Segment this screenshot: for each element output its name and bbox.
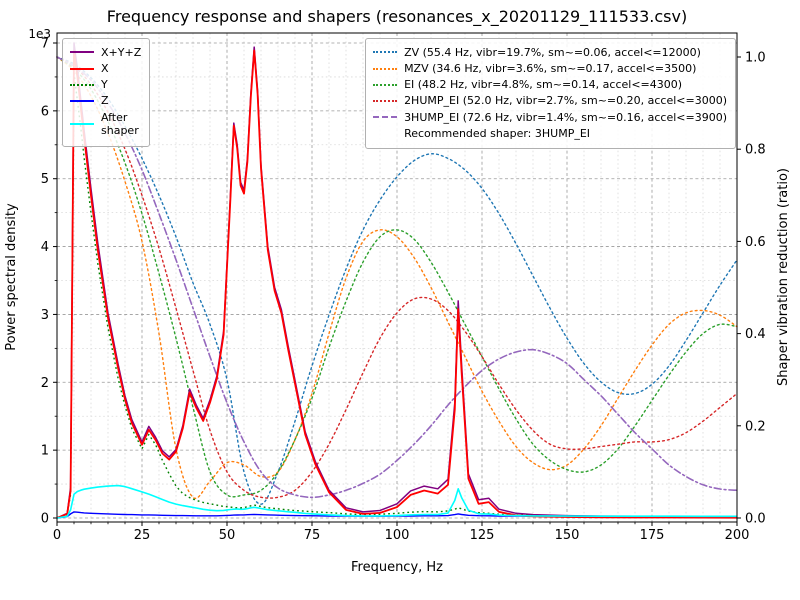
y-right-tick-label: 0.6 [745,235,766,250]
shaper-curve-ei [56,56,738,498]
legend-item-3hump_ei-sample [373,116,398,119]
x-tick-label: 175 [640,528,665,543]
psd-curve-y [56,72,738,519]
y-left-axis-label: Power spectral density [4,203,19,351]
legend-item-after_shaper-sample [70,123,94,126]
psd-curve-z [56,511,737,519]
legend-item-ei: EI (48.2 Hz, vibr=4.8%, sm~=0.14, accel<… [373,78,727,92]
legend-item-2hump_ei-label: 2HUMP_EI (52.0 Hz, vibr=2.7%, sm~=0.20, … [404,94,727,108]
grid-layer [56,33,738,522]
legend-item-3hump_ei-label: 3HUMP_EI (72.6 Hz, vibr=1.4%, sm~=0.16, … [404,110,727,124]
legend-item-zv-sample [373,51,398,54]
axes-layer: 0 25 50 75 100 125 150 175 200 0 1 2 3 4 5 6 7 0.0 0.2 0.4 0… [41,32,766,543]
y-left-tick-label: 2 [41,376,49,391]
y-left-tick-label: 5 [41,172,49,187]
legend-item-mzv-label: MZV (34.6 Hz, vibr=3.6%, sm~=0.17, accel… [404,61,697,75]
y-right-tick-label: 0.4 [745,327,766,342]
legend-item-y-sample [70,83,94,86]
legend-item-after_shaper-label: After shaper [101,110,139,138]
shaper-curve-3hump_ei [56,56,738,499]
y-left-tick-label: 0 [41,512,49,527]
x-tick-label: 25 [134,528,151,543]
legend-item-recommended: Recommended shaper: 3HUMP_EI [373,127,727,141]
y-left-tick-label: 6 [41,104,49,119]
psd-curve-after_shaper [56,484,737,519]
legend-item-mzv-sample [373,67,398,70]
y-left-tick-label: 3 [41,308,49,323]
y-right-tick-label: 1.0 [745,51,766,66]
series-layer [56,42,738,519]
legend-item-recommended-label: Recommended shaper: 3HUMP_EI [404,126,591,140]
psd-legend: X+Y+Z X Y Z After shaper [62,38,151,147]
legend-item-mzv: MZV (34.6 Hz, vibr=3.6%, sm~=0.17, accel… [373,62,727,76]
shaper-legend: ZV (55.4 Hz, vibr=19.7%, sm~=0.06, accel… [365,38,736,149]
legend-item-2hump_ei-sample [373,100,398,103]
x-tick-label: 150 [555,528,580,543]
legend-item-x: X [70,62,141,76]
x-tick-label: 0 [53,528,61,543]
legend-item-zv-label: ZV (55.4 Hz, vibr=19.7%, sm~=0.06, accel… [404,45,701,59]
legend-item-sum-sample [70,51,94,54]
x-tick-label: 75 [304,528,321,543]
legend-item-z-label: Z [101,94,109,108]
legend-item-sum: X+Y+Z [70,46,141,60]
y-left-tick-label: 1 [41,444,49,459]
y-left-tick-label: 7 [41,37,49,52]
x-tick-label: 125 [470,528,495,543]
legend-item-x-sample [70,67,94,70]
shaper-curve-mzv [56,56,738,500]
legend-item-3hump_ei: 3HUMP_EI (72.6 Hz, vibr=1.4%, sm~=0.16, … [373,111,727,125]
y-right-tick-label: 0.0 [745,512,766,527]
legend-item-2hump_ei: 2HUMP_EI (52.0 Hz, vibr=2.7%, sm~=0.20, … [373,94,727,108]
legend-item-y: Y [70,78,141,92]
y-right-axis-label: Shaper vibration reduction (ratio) [776,168,791,386]
x-axis-label: Frequency, Hz [351,560,443,575]
legend-item-y-label: Y [101,78,108,91]
x-tick-label: 200 [725,528,750,543]
y-right-tick-label: 0.8 [745,143,766,158]
y-left-offset-text: 1e3 [28,27,51,41]
legend-item-x-label: X [101,61,109,75]
y-left-tick-label: 4 [41,240,49,255]
legend-item-z-sample [70,100,94,103]
legend-item-z: Z [70,94,141,108]
legend-item-ei-sample [373,83,398,86]
legend-item-zv: ZV (55.4 Hz, vibr=19.7%, sm~=0.06, accel… [373,46,727,60]
x-tick-label: 100 [385,528,410,543]
shaper-curve-zv [56,56,738,505]
shaper-curve-2hump_ei [56,56,738,499]
legend-item-after_shaper: After shaper [70,111,141,139]
chart-title: Frequency response and shapers (resonanc… [106,7,688,26]
legend-item-sum-label: X+Y+Z [101,45,142,59]
legend-item-ei-label: EI (48.2 Hz, vibr=4.8%, sm~=0.14, accel<… [404,78,683,91]
y-right-tick-label: 0.2 [745,419,766,434]
x-tick-label: 50 [219,528,236,543]
psd-curve-x [56,49,738,519]
